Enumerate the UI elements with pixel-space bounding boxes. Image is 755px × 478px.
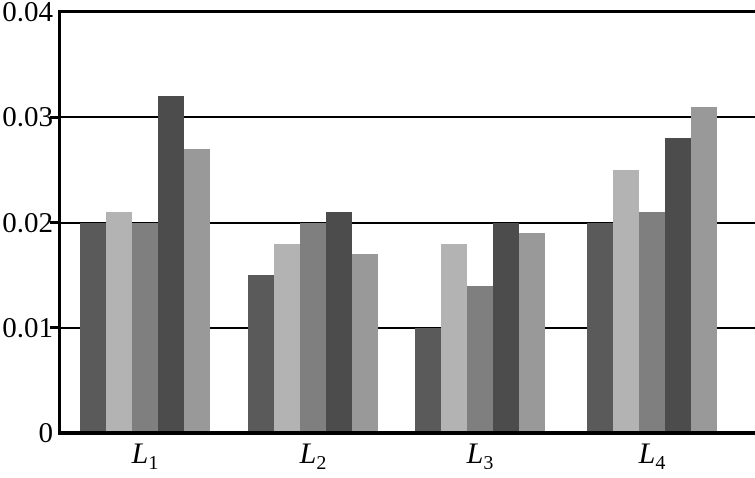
bar-series-1-L2 [248,275,274,433]
bar-group [248,12,378,433]
bar-series-4-L2 [326,211,352,433]
bar-series-5-L4 [691,106,717,433]
x-axis-tick-label: L4 [587,437,717,474]
y-axis-tick [50,326,59,330]
bar-series-1-L3 [415,327,441,433]
bar-series-2-L4 [613,169,639,433]
bar-series-3-L3 [467,285,493,433]
bar-group [80,12,210,433]
x-axis-tick-label: L3 [415,437,545,474]
bar-series-4-L3 [493,222,519,433]
plot-area [58,10,755,435]
gridline [58,221,755,224]
x-axis-line [58,431,755,435]
category-label-subscript: 2 [316,452,327,474]
y-axis-tick-label: 0.03 [2,101,53,134]
category-label-subscript: 4 [655,452,666,474]
y-axis-tick-label: 0.04 [2,0,53,28]
bar-series-5-L3 [519,233,545,433]
bar-series-4-L4 [665,138,691,433]
y-axis-tick [50,115,59,119]
bar-group [415,12,545,433]
bar-series-3-L2 [300,222,326,433]
gridline [58,326,755,329]
x-axis-tick-label: L2 [248,437,378,474]
category-label-base: L [638,437,656,470]
bar-series-2-L1 [106,211,132,433]
bar-group [587,12,717,433]
category-label-base: L [466,437,484,470]
category-label-subscript: 1 [148,452,159,474]
bar-series-5-L1 [184,148,210,433]
bar-series-3-L4 [639,211,665,433]
category-label-subscript: 3 [483,452,494,474]
y-axis-tick [50,221,59,224]
bar-series-2-L3 [441,243,467,433]
y-axis-tick-label: 0.01 [2,311,53,344]
bar-series-3-L1 [132,222,158,433]
bar-series-4-L1 [158,96,184,433]
bar-series-1-L4 [587,222,613,433]
x-axis-tick-label: L1 [80,437,210,474]
category-label-base: L [299,437,317,470]
gridline [58,116,755,119]
bar-series-1-L1 [80,222,106,433]
bar-series-2-L2 [274,243,300,433]
category-label-base: L [131,437,149,470]
plot-top-border [58,10,755,13]
bar-series-5-L2 [352,254,378,433]
y-axis-tick-label: 0.02 [2,206,53,239]
y-axis-tick-label: 0 [38,417,54,449]
